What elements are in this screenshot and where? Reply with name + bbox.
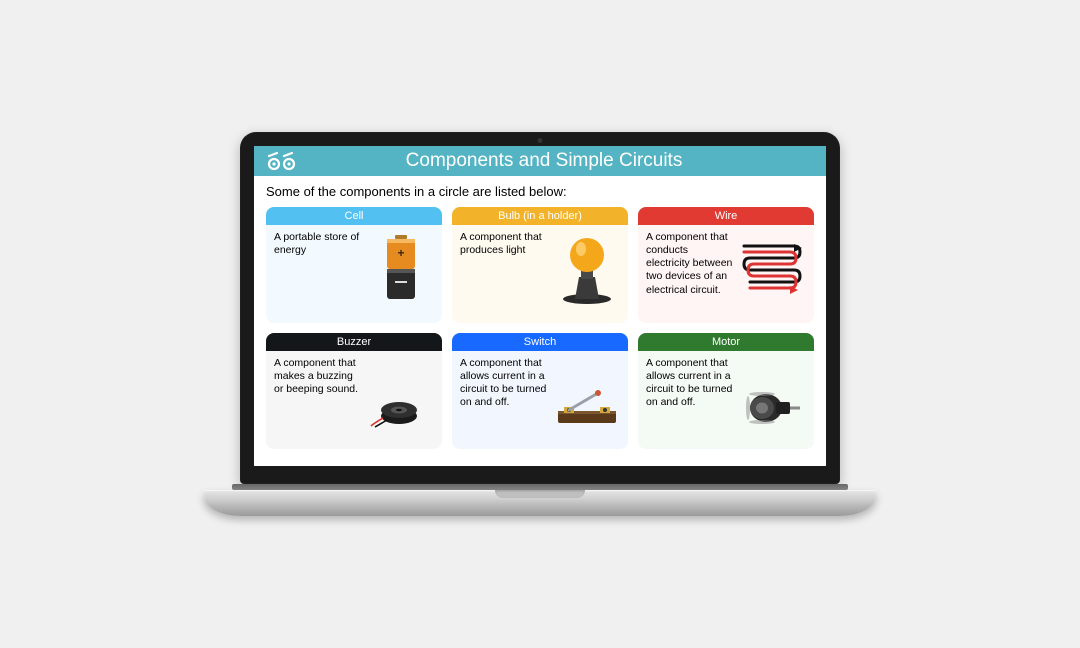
logo-icon: [264, 151, 300, 171]
card-motor: Motor A component that allows current in…: [638, 333, 814, 449]
card-cell-header: Cell: [266, 207, 442, 225]
buzzer-icon: [368, 369, 434, 445]
laptop-notch: [495, 490, 585, 498]
card-bulb-header: Bulb (in a holder): [452, 207, 628, 225]
content-area: Some of the components in a circle are l…: [254, 176, 826, 459]
card-wire-header: Wire: [638, 207, 814, 225]
card-bulb-desc: A component that produces light: [460, 231, 548, 257]
card-wire: Wire A component that conducts electrici…: [638, 207, 814, 323]
switch-icon: [554, 369, 620, 445]
wire-icon: [740, 231, 806, 307]
card-buzzer: Buzzer A component that makes a buzzing …: [266, 333, 442, 449]
card-switch-header: Switch: [452, 333, 628, 351]
page-title: Components and Simple Circuits: [308, 150, 816, 172]
card-motor-header: Motor: [638, 333, 814, 351]
card-buzzer-header: Buzzer: [266, 333, 442, 351]
svg-text:+: +: [397, 246, 404, 260]
components-grid: Cell A portable store of energy +: [266, 207, 814, 449]
card-wire-desc: A component that conducts electricity be…: [646, 231, 734, 297]
card-cell: Cell A portable store of energy +: [266, 207, 442, 323]
laptop-screen: Components and Simple Circuits Some of t…: [254, 146, 826, 466]
card-motor-desc: A component that allows current in a cir…: [646, 357, 734, 410]
laptop-bezel: Components and Simple Circuits Some of t…: [240, 132, 840, 484]
intro-text: Some of the components in a circle are l…: [266, 184, 814, 199]
card-switch-desc: A component that allows current in a cir…: [460, 357, 548, 410]
motor-icon: [740, 369, 806, 445]
bulb-icon: [554, 231, 620, 307]
app-header: Components and Simple Circuits: [254, 146, 826, 176]
card-switch: Switch A component that allows current i…: [452, 333, 628, 449]
laptop-mockup: Components and Simple Circuits Some of t…: [240, 132, 840, 516]
card-buzzer-desc: A component that makes a buzzing or beep…: [274, 357, 362, 396]
camera-dot: [538, 138, 543, 143]
laptop-base: [204, 490, 876, 516]
card-cell-desc: A portable store of energy: [274, 231, 362, 257]
cell-icon: +: [368, 231, 434, 307]
card-bulb: Bulb (in a holder) A component that prod…: [452, 207, 628, 323]
